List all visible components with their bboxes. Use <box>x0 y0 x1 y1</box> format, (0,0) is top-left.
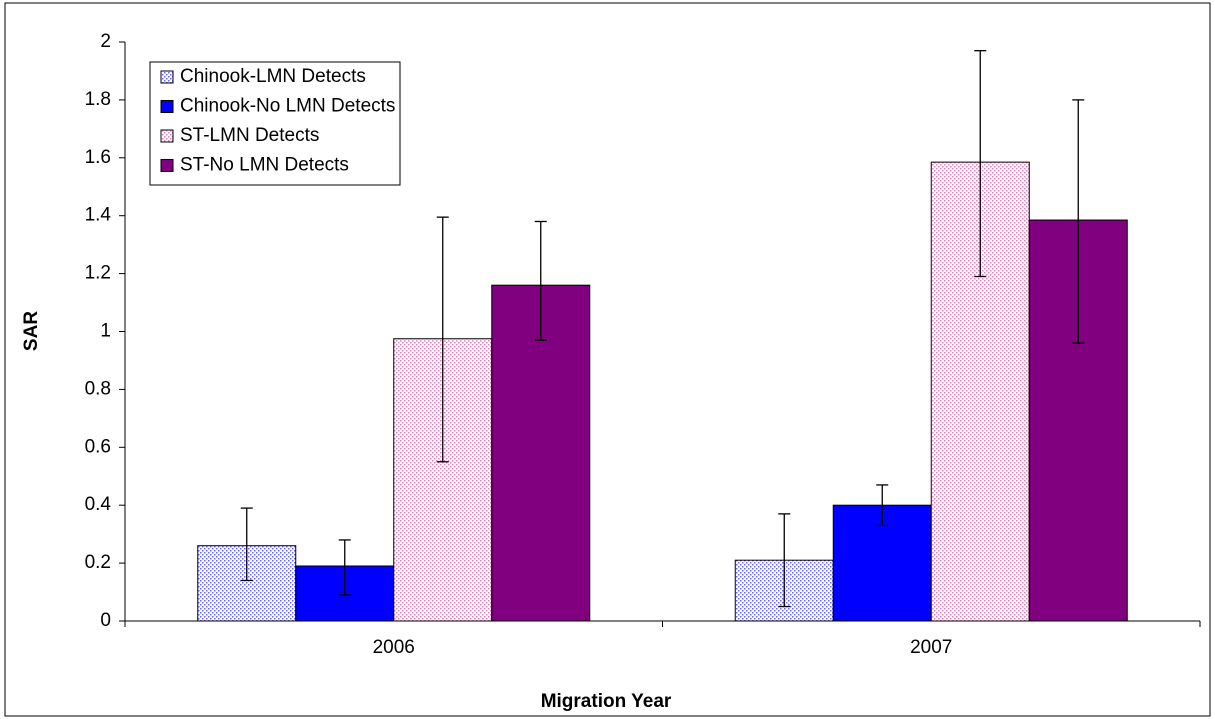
legend-label: Chinook-No LMN Detects <box>180 96 395 117</box>
y-tick-label: 1.2 <box>85 263 111 284</box>
y-tick-label: 2 <box>100 31 111 52</box>
x-tick-label: 2007 <box>910 637 952 658</box>
y-tick-label: 0.8 <box>85 378 111 399</box>
x-axis-title: Migration Year <box>541 691 672 712</box>
y-tick-label: 1.8 <box>85 89 111 110</box>
legend-swatch <box>160 70 174 84</box>
y-tick-label: 0.6 <box>85 436 111 457</box>
legend-swatch <box>160 159 174 172</box>
bar <box>491 284 591 622</box>
legend-label: Chinook-LMN Detects <box>180 66 366 87</box>
y-axis-title: SAR <box>21 311 42 351</box>
error-bar <box>778 513 791 608</box>
x-tick-label: 2006 <box>373 637 415 658</box>
y-tick-label: 0.2 <box>85 552 111 573</box>
error-bar <box>240 507 253 582</box>
legend-label: ST-No LMN Detects <box>180 155 349 176</box>
error-bar <box>338 539 351 596</box>
error-bar <box>876 484 889 527</box>
error-bar <box>534 220 547 341</box>
y-tick-label: 1 <box>100 321 111 342</box>
y-tick-label: 1.6 <box>85 147 111 168</box>
error-bar <box>436 216 449 463</box>
legend-swatch <box>160 100 174 113</box>
error-bar <box>974 50 987 278</box>
legend-label: ST-LMN Detects <box>180 125 319 146</box>
legend-box <box>149 61 401 186</box>
legend-swatch <box>160 129 174 143</box>
legend: Chinook-LMN Detects Chinook-No LMN Detect… <box>149 61 401 186</box>
error-bar <box>1072 99 1085 344</box>
y-tick-label: 0 <box>100 610 111 631</box>
y-tick-label: 0.4 <box>85 494 112 515</box>
y-tick-label: 1.4 <box>85 205 112 226</box>
